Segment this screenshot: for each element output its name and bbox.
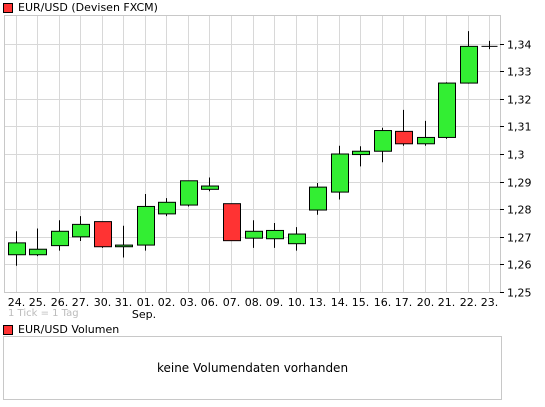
y-tick-label: 1,26	[507, 259, 532, 272]
y-tick-label: 1,32	[507, 94, 532, 107]
candle-body	[29, 248, 47, 256]
month-label: Sep.	[132, 308, 156, 321]
x-tick-label: 14.	[331, 296, 349, 309]
x-tick-label: 21.	[438, 296, 456, 309]
x-tick-label: 06.	[201, 296, 219, 309]
x-tick-label: 16.	[374, 296, 392, 309]
y-tick-label: 1,29	[507, 177, 532, 190]
x-tick-label: 30.	[94, 296, 112, 309]
candle-body	[115, 244, 133, 248]
grid-lines	[5, 16, 500, 292]
x-tick-label: 25.	[29, 296, 47, 309]
price-legend-swatch	[3, 3, 13, 13]
candle-body	[331, 153, 349, 193]
x-tick-label: 26.	[51, 296, 69, 309]
x-tick-label: 23.	[481, 296, 499, 309]
x-tick-label: 09.	[266, 296, 284, 309]
volume-legend-swatch	[3, 325, 13, 335]
candle-body	[309, 186, 327, 211]
x-tick-label: 01.	[137, 296, 155, 309]
x-tick-label: 10.	[288, 296, 306, 309]
candle-body	[374, 130, 392, 152]
candle-body	[395, 130, 413, 145]
candle-body	[245, 230, 263, 239]
candles	[8, 31, 498, 266]
candle-body	[201, 185, 219, 190]
x-tick-label: 22.	[460, 296, 478, 309]
candle-body	[223, 203, 241, 242]
x-tick-label: 24.	[8, 296, 26, 309]
volume-legend: EUR/USD Volumen	[3, 324, 119, 336]
x-tick-label: 15.	[352, 296, 370, 309]
candle-body	[438, 82, 456, 138]
candle-body	[137, 205, 155, 246]
x-tick-label: 27.	[72, 296, 90, 309]
y-tick-label: 1,34	[507, 39, 532, 52]
candle-body	[352, 150, 370, 156]
x-tick-label: 13.	[309, 296, 327, 309]
x-tick-label: 31.	[115, 296, 133, 309]
candle-body	[158, 201, 176, 215]
x-tick-label: 17.	[395, 296, 413, 309]
x-tick-label: 03.	[180, 296, 198, 309]
x-axis-ticks: 24. 25. 26. 27. 30. 31. 01. 02. 03. 06. 07. 08. 09. 1…	[8, 296, 499, 309]
y-tick-label: 1,28	[507, 204, 532, 217]
volume-panel: keine Volumendaten vorhanden	[3, 336, 502, 400]
candle-body	[72, 223, 90, 238]
candle-body	[94, 221, 112, 248]
tick-note: 1 Tick = 1 Tag	[8, 308, 79, 319]
x-tick-label: 02.	[158, 296, 176, 309]
y-axis-ticks: 1,25 1,26 1,27 1,28 1,29 1,3 1,31 1,32 1,33 1,34	[500, 39, 532, 300]
x-tick-label: 07.	[223, 296, 241, 309]
volume-legend-label: EUR/USD Volumen	[18, 323, 120, 336]
y-tick-label: 1,27	[507, 232, 532, 245]
candle-body	[8, 242, 26, 256]
y-tick-label: 1,25	[507, 287, 532, 300]
x-tick-label: 08.	[245, 296, 263, 309]
volume-empty-message: keine Volumendaten vorhanden	[156, 361, 349, 375]
y-tick-label: 1,31	[507, 121, 532, 134]
candle-body	[51, 230, 69, 247]
x-tick-label: 20.	[417, 296, 435, 309]
price-legend-label: EUR/USD (Devisen FXCM)	[18, 1, 158, 14]
candle-body	[460, 45, 478, 84]
candle-body	[417, 136, 435, 145]
candle-body	[288, 233, 306, 245]
candle-body	[266, 229, 284, 240]
candle-body	[180, 180, 198, 206]
y-tick-label: 1,33	[507, 66, 532, 79]
price-legend: EUR/USD (Devisen FXCM)	[3, 2, 158, 14]
y-tick-label: 1,3	[507, 149, 525, 162]
